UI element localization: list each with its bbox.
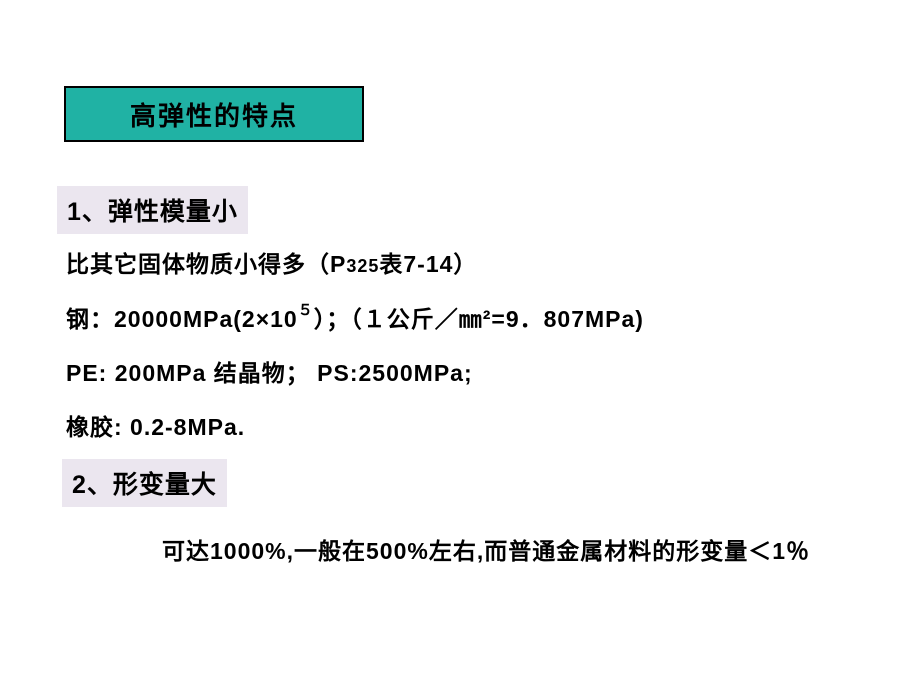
section-1-heading: 1、弹性模量小 <box>57 186 248 234</box>
body-line-2: 钢：20000MPa(2×10５）；（１公斤／㎜²=9．807MPa) <box>66 303 644 335</box>
line2-prefix: 钢：20000MPa(2×10 <box>66 306 298 332</box>
line2-superscript: ５ <box>298 302 314 319</box>
section-2-heading: 2、形变量大 <box>62 459 227 507</box>
body-line-5: 可达1000%,一般在500%左右,而普通金属材料的形变量＜1％ <box>66 535 846 567</box>
line2-suffix: ）；（１公斤／㎜²=9．807MPa) <box>314 306 644 332</box>
line1-prefix: 比其它固体物质小得多（P <box>66 251 346 277</box>
body-line-4: 橡胶: 0.2-8MPa. <box>66 411 245 443</box>
line1-p: 325 <box>346 256 379 276</box>
title-box: 高弹性的特点 <box>64 86 364 142</box>
title-text: 高弹性的特点 <box>130 96 298 133</box>
body-line-1: 比其它固体物质小得多（P325表7-14） <box>66 248 477 280</box>
line1-suffix: 表7-14） <box>379 251 477 277</box>
body-line-3: PE: 200MPa 结晶物； PS:2500MPa; <box>66 357 473 389</box>
